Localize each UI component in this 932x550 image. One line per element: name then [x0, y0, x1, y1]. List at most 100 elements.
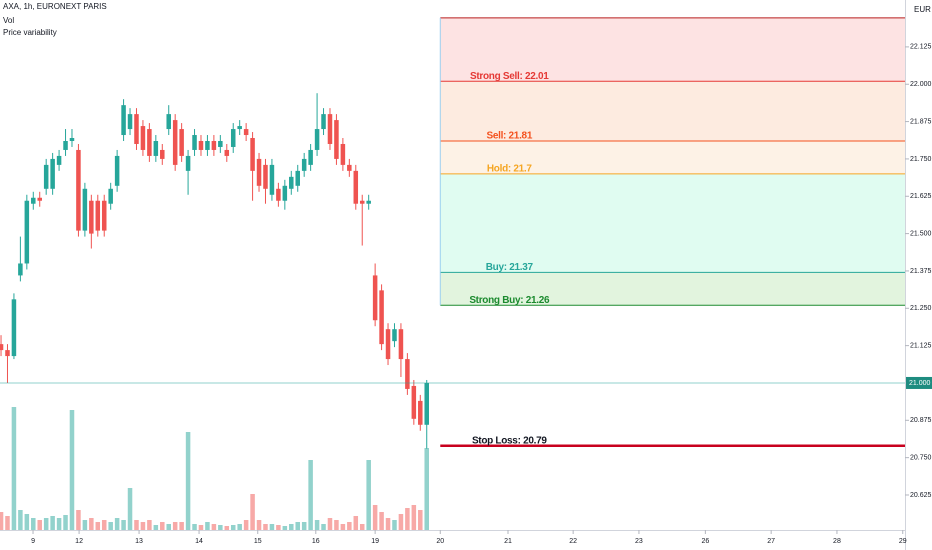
currency-label: EUR	[914, 5, 931, 14]
candle-body	[140, 126, 146, 150]
volume-bar	[76, 510, 81, 530]
candle-body	[327, 114, 333, 144]
volume-bar	[147, 520, 152, 530]
candle-body	[0, 344, 4, 351]
x-tick-label: 26	[701, 538, 709, 545]
volume-bar	[263, 524, 268, 530]
indicator-label: Price variability	[3, 28, 57, 37]
volume-bar	[282, 526, 288, 530]
candle-body	[24, 200, 30, 264]
y-tick-label: 21.625	[910, 193, 932, 200]
candle-body	[405, 359, 410, 389]
x-tick-label: 20	[436, 538, 444, 545]
x-tick-label: 28	[833, 538, 841, 545]
volume-bar	[224, 526, 230, 530]
candle-body	[359, 200, 365, 204]
volume-bar	[218, 525, 223, 530]
chart-title: AXA, 1h, EURONEXT PARIS	[3, 2, 107, 11]
candle-body	[166, 114, 171, 130]
level-zone	[440, 81, 905, 141]
volume-bar	[140, 522, 146, 530]
overlay: Strong Sell: 22.01 Sell: 21.81 Hold: 21.7 B…	[0, 17, 932, 447]
candle-body	[134, 114, 139, 144]
y-tick-label: 21.500	[910, 230, 932, 237]
volume-bar	[424, 448, 429, 530]
y-tick-label: 20.875	[910, 417, 932, 424]
candle-body	[198, 140, 204, 150]
volume-bar	[82, 520, 88, 530]
candle-body	[153, 140, 159, 156]
volume-bar	[121, 520, 126, 530]
x-tick-label: 22	[569, 538, 577, 545]
volume-bar	[69, 410, 75, 530]
volume-bar	[24, 514, 30, 530]
volume-bar	[359, 524, 365, 530]
y-tick-label: 21.875	[910, 118, 932, 125]
volume-bar	[63, 515, 68, 530]
y-tick-label: 20.750	[910, 454, 932, 461]
volume-bar	[256, 520, 262, 530]
candle-body	[179, 129, 184, 156]
volume-bar	[172, 522, 178, 530]
volume-bar	[379, 512, 384, 530]
volume-bar	[347, 522, 352, 530]
volume-bar	[205, 522, 210, 530]
x-tick-label: 19	[371, 538, 379, 545]
level-zone	[440, 140, 905, 174]
candle-body	[89, 200, 94, 234]
x-tick-label: 12	[75, 538, 83, 545]
level-label: Hold: 21.7	[487, 163, 533, 174]
y-tick-label: 20.625	[910, 492, 932, 499]
x-tick-label: 16	[312, 538, 320, 545]
candle-body	[230, 129, 236, 147]
candle-body	[37, 197, 42, 201]
candle-body	[269, 164, 275, 195]
volume-bar	[411, 505, 417, 530]
candle-body	[392, 329, 397, 342]
candle-body	[69, 138, 75, 141]
candle-body	[18, 263, 23, 276]
volume-bar	[0, 512, 4, 530]
candle-body	[385, 329, 391, 360]
candles	[0, 93, 429, 449]
level-label: Sell: 21.81	[486, 131, 532, 142]
candle-body	[243, 129, 249, 136]
candle-body	[224, 149, 230, 156]
candle-body	[31, 197, 36, 204]
candle-body	[379, 290, 384, 345]
x-tick-label: 15	[254, 538, 262, 545]
volume-bar	[392, 520, 397, 530]
volume-bar	[276, 525, 281, 530]
x-tick-label: 14	[195, 538, 203, 545]
x-tick-label: 29	[899, 538, 907, 545]
volume-bar	[160, 522, 165, 530]
volume-bar	[334, 520, 339, 530]
candle-body	[276, 188, 281, 201]
level-label: Strong Buy: 21.26	[469, 295, 550, 306]
volume-bar	[11, 407, 17, 530]
candle-body	[185, 155, 191, 171]
candle-body	[56, 155, 62, 165]
volume-bar	[5, 516, 10, 530]
volume-bar	[192, 524, 197, 530]
volume-bar	[398, 514, 404, 530]
volume-bar	[230, 525, 236, 530]
candle-body	[250, 138, 255, 171]
volume-bar	[179, 522, 184, 530]
volume-bar	[243, 520, 249, 530]
candle-body	[347, 164, 352, 171]
x-tick-label: 27	[767, 538, 775, 545]
volume-bar	[114, 518, 120, 530]
volume-bar	[18, 510, 23, 530]
y-tick-label: 21.375	[910, 268, 932, 275]
level-label: Strong Sell: 22.01	[470, 71, 549, 82]
x-tick-label: 23	[635, 538, 643, 545]
volume-bar	[50, 516, 55, 530]
candle-body	[114, 155, 120, 186]
volume-bar	[289, 524, 294, 530]
candle-body	[172, 120, 178, 165]
candle-body	[321, 114, 326, 130]
level-label: Stop Loss: 20.79	[472, 435, 547, 446]
candle-body	[256, 158, 262, 186]
volume-bar	[269, 524, 275, 530]
